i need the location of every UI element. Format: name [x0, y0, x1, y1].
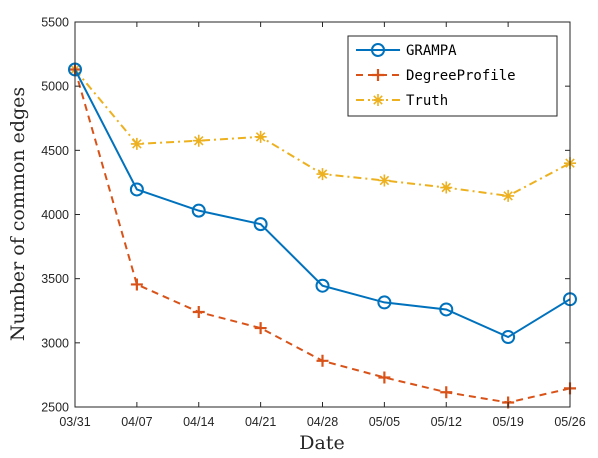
legend-marker	[371, 43, 385, 57]
data-point	[129, 182, 144, 197]
data-point	[439, 302, 454, 317]
x-axis-label: Date	[299, 432, 344, 454]
data-point	[316, 168, 329, 181]
data-point	[130, 278, 143, 291]
data-point	[440, 181, 453, 194]
data-point	[378, 174, 391, 187]
x-tick-label: 03/31	[59, 415, 90, 429]
legend-label: DegreeProfile	[406, 68, 516, 84]
data-point	[254, 322, 267, 335]
x-tick-label: 05/26	[554, 415, 585, 429]
y-tick-label: 5500	[41, 16, 69, 30]
legend-marker	[372, 94, 384, 106]
data-point	[130, 137, 143, 150]
y-tick-label: 4000	[41, 208, 69, 222]
data-point	[254, 130, 267, 143]
legend-entry-grampa: GRAMPA	[356, 43, 457, 59]
series-layer	[68, 62, 577, 409]
x-tick-label: 04/21	[245, 415, 276, 429]
x-tick-label: 04/14	[183, 415, 214, 429]
data-point	[191, 203, 206, 218]
x-tick-label: 05/05	[369, 415, 400, 429]
series-line	[74, 69, 571, 339]
data-point	[502, 189, 515, 202]
y-tick-label: 3000	[41, 336, 69, 350]
x-tick-label: 05/12	[431, 415, 462, 429]
data-point	[192, 134, 205, 147]
data-point	[440, 386, 453, 399]
y-tick-label: 5000	[41, 80, 69, 94]
legend-entry-truth: Truth	[356, 93, 448, 109]
data-point	[192, 306, 205, 319]
data-point	[315, 278, 330, 293]
x-tick-label: 04/07	[121, 415, 152, 429]
x-tick-label: 05/19	[492, 415, 523, 429]
y-axis-label: Number of common edges	[7, 87, 29, 341]
x-tick-label: 04/28	[307, 415, 338, 429]
data-point	[316, 354, 329, 367]
legend-label: GRAMPA	[406, 43, 457, 59]
data-point	[501, 330, 516, 345]
data-point	[253, 217, 268, 232]
data-point	[378, 371, 391, 384]
y-tick-label: 2500	[41, 401, 69, 415]
legend-entry-degreeprofile: DegreeProfile	[356, 68, 516, 84]
legend: GRAMPA DegreeProfile Truth	[347, 35, 558, 117]
y-tick-label: 3500	[41, 272, 69, 286]
ticks-layer: 03/31 04/07 04/14 04/21 04/28 05/05 05/12 05/19…	[41, 16, 586, 430]
series-truth	[69, 63, 576, 202]
data-point	[377, 295, 392, 310]
legend-marker	[372, 69, 384, 81]
legend-label: Truth	[406, 93, 448, 109]
y-tick-label: 4500	[41, 144, 69, 158]
